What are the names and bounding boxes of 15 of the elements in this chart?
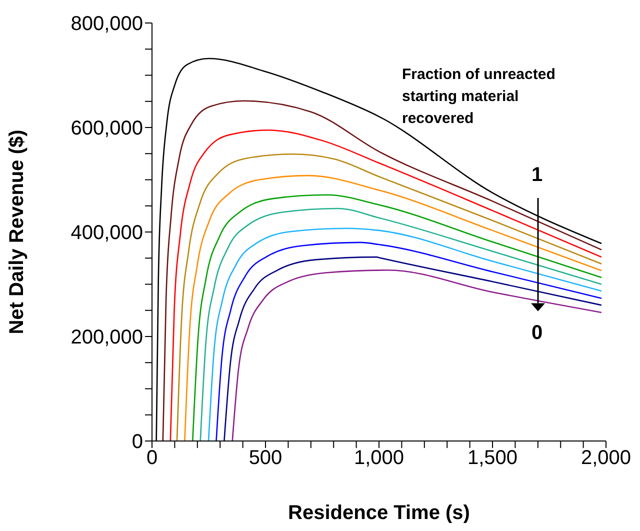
y-tick-label: 200,000 bbox=[70, 326, 143, 349]
x-axis-title: Residence Time (s) bbox=[288, 502, 470, 524]
x-tick-label: 0 bbox=[146, 447, 158, 470]
annotation: Fraction of unreacted starting material recovered bbox=[402, 65, 556, 129]
x-tick-label: 1,500 bbox=[467, 447, 518, 470]
y-tick-label: 600,000 bbox=[70, 118, 143, 140]
y-axis-title: Net Daily Revenue ($) bbox=[6, 130, 28, 334]
x-tick-label: 1,000 bbox=[354, 447, 404, 470]
annotation: 0 bbox=[530, 321, 544, 345]
y-tick-label: 800,000 bbox=[70, 13, 143, 36]
annotation: 1 bbox=[530, 163, 544, 187]
x-tick-label: 2,000 bbox=[580, 447, 632, 470]
y-tick-label: 400,000 bbox=[70, 222, 143, 244]
x-tick-label: 500 bbox=[248, 447, 282, 470]
y-tick-label: 0 bbox=[132, 431, 143, 454]
